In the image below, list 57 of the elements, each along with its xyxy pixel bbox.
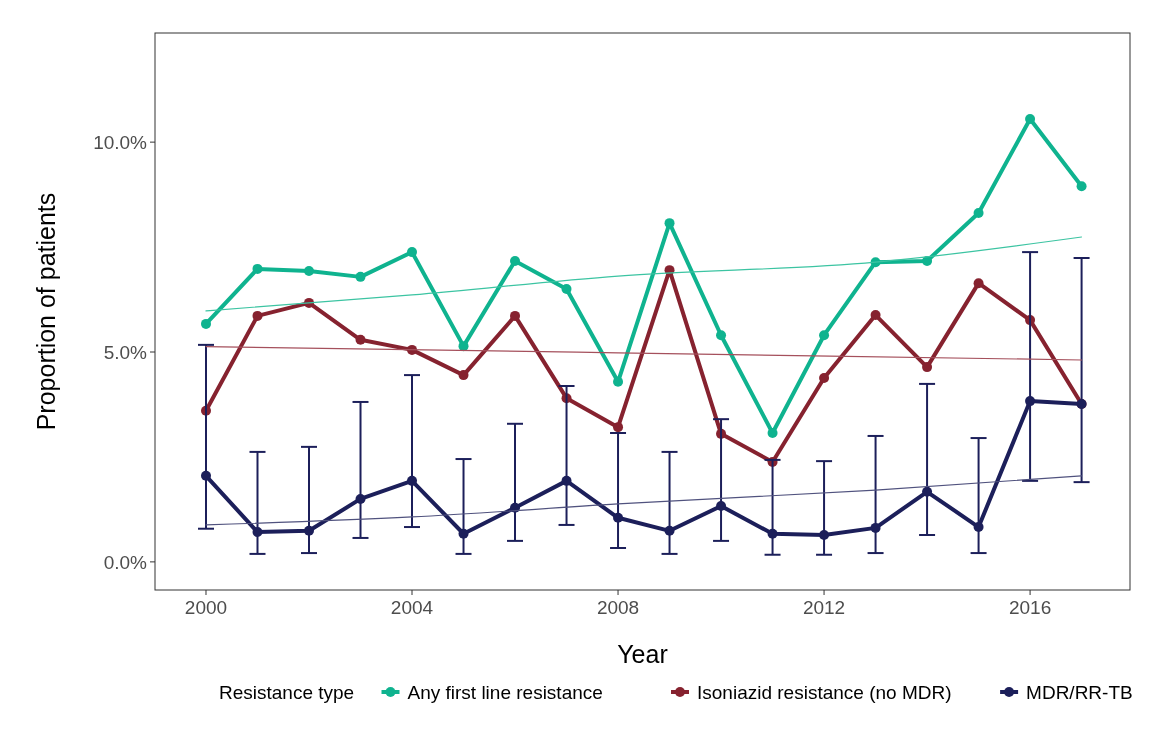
legend-label: Any first line resistance <box>407 682 603 703</box>
point <box>252 310 263 321</box>
point <box>767 428 778 439</box>
point <box>613 422 624 433</box>
point <box>922 486 933 497</box>
x-tick-label: 2000 <box>184 597 228 618</box>
point <box>200 318 211 329</box>
y-tick-label: 5.0% <box>103 342 148 364</box>
x-axis-title: Year <box>617 640 668 668</box>
point <box>870 522 881 533</box>
point <box>355 334 366 345</box>
point <box>716 330 727 341</box>
point <box>561 284 572 295</box>
point <box>458 370 469 381</box>
point <box>304 525 314 536</box>
point <box>819 373 830 384</box>
point <box>819 330 830 341</box>
point <box>973 278 984 289</box>
point <box>973 522 984 533</box>
point <box>304 266 314 276</box>
point <box>510 310 521 321</box>
x-tick-label: 2016 <box>1008 597 1052 618</box>
point <box>819 530 830 541</box>
point <box>252 263 263 274</box>
x-tick-label: 2008 <box>596 597 640 618</box>
point <box>407 475 418 486</box>
point <box>613 376 624 387</box>
point <box>252 527 263 538</box>
point <box>407 247 418 258</box>
point <box>561 475 572 486</box>
point <box>1025 396 1036 407</box>
point <box>1076 181 1087 192</box>
line-series <box>205 236 1083 312</box>
point <box>922 255 933 266</box>
y-tick-label: 10.0% <box>93 132 148 154</box>
point <box>510 255 521 266</box>
point <box>922 362 933 373</box>
point <box>870 310 881 321</box>
point <box>716 501 727 512</box>
y-axis-title: Proportion of patients <box>32 192 60 431</box>
point <box>613 512 624 523</box>
line-series <box>205 475 1083 526</box>
legend-title: Resistance type <box>219 682 355 703</box>
point <box>355 493 366 504</box>
point <box>973 208 984 219</box>
y-tick-label: 0.0% <box>103 551 148 573</box>
legend-label: MDR/RR-TB <box>1026 682 1133 703</box>
point <box>664 525 675 536</box>
x-tick-label: 2012 <box>802 597 846 618</box>
point <box>767 528 778 539</box>
legend-label: Isoniazid resistance (no MDR) <box>697 682 952 703</box>
point <box>1025 114 1036 125</box>
point <box>200 470 211 481</box>
point <box>458 528 469 539</box>
x-tick-label: 2004 <box>390 597 434 618</box>
point <box>458 341 469 352</box>
point <box>355 271 366 282</box>
